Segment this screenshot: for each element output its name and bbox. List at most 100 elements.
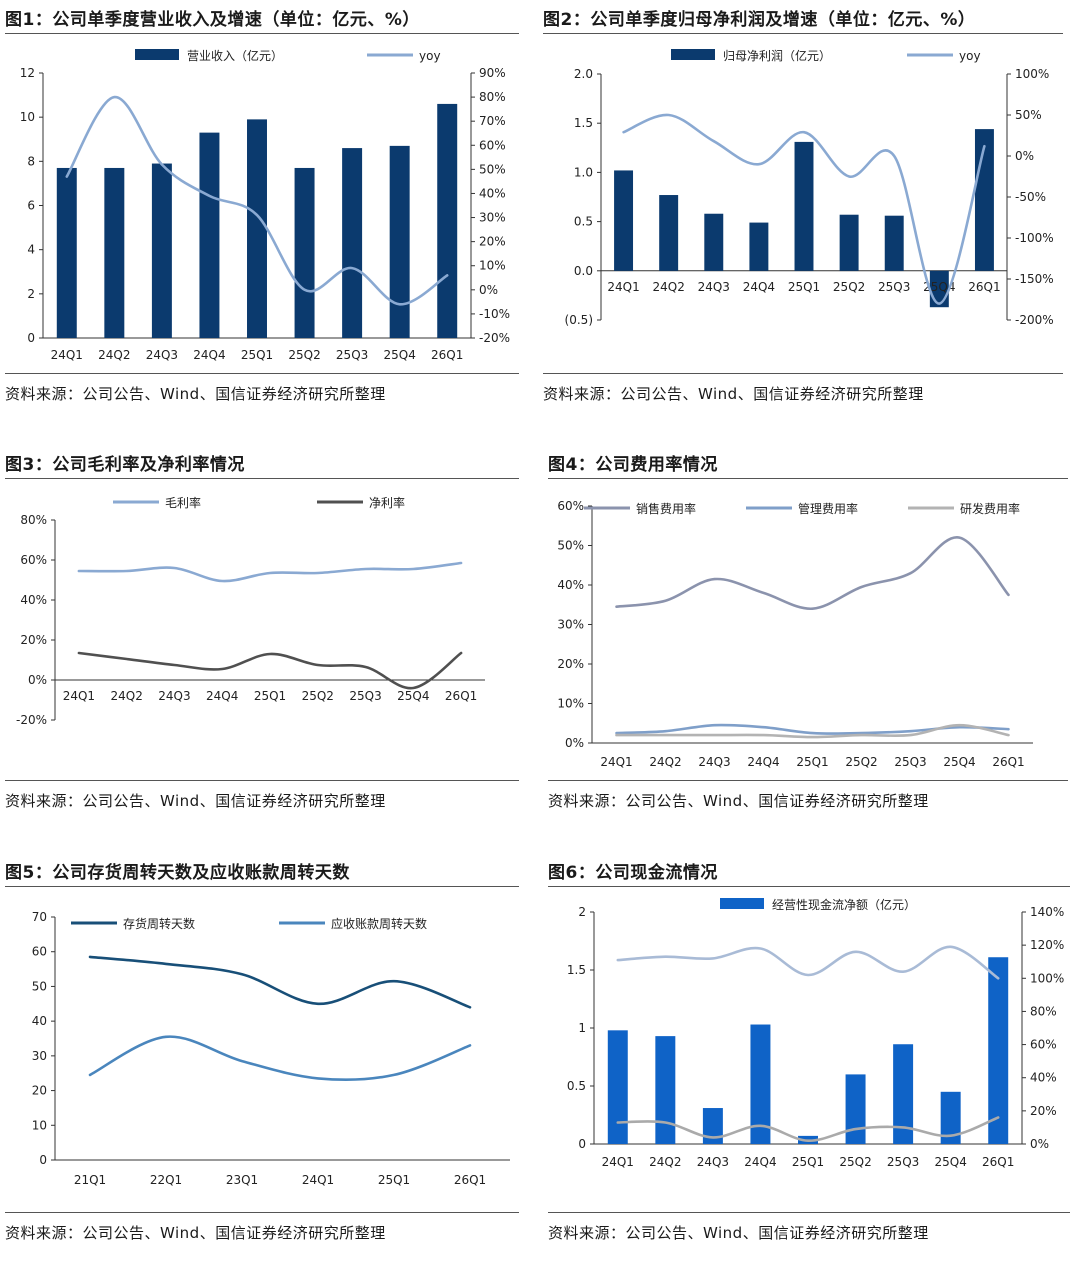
x-tick-label: 25Q1 [796, 755, 828, 769]
y-tick-label-right: 90% [479, 66, 506, 80]
bar [704, 213, 724, 271]
y-tick-label-right: -200% [1015, 313, 1054, 327]
panel-title: 图6：公司现金流情况 [548, 863, 718, 883]
y-tick-label-right: -50% [1015, 190, 1046, 204]
legend-label: 归母净利润（亿元） [723, 48, 831, 63]
bar [839, 214, 859, 271]
bar [104, 167, 125, 338]
source-divider [543, 373, 1063, 374]
legend-label: 净利率 [369, 495, 405, 510]
x-tick-label: 25Q2 [302, 689, 334, 703]
y-tick-label-left: 10% [557, 697, 584, 711]
series-line [88, 955, 472, 1009]
x-tick-label: 24Q4 [743, 280, 775, 294]
bar [151, 163, 172, 338]
legend-label: yoy [959, 49, 981, 63]
bar [749, 222, 769, 271]
series-line [616, 1116, 1000, 1143]
y-tick-label-right: 80% [1030, 1004, 1057, 1018]
bar [437, 103, 458, 338]
y-tick-label-left: 10 [32, 1118, 47, 1132]
bar [294, 167, 315, 338]
panel-net-profit: 图2：公司单季度归母净利润及增速（单位：亿元、%） (0.5) 0.0 0.5 1.0… [543, 5, 1063, 415]
turnover-days-chart: 0 10 20 30 40 50 60 70 21Q1 22Q1 23Q1 24Q1 25Q1 26Q1 存… [32, 910, 510, 1187]
x-tick-label: 24Q1 [600, 755, 632, 769]
y-tick-label-right: -100% [1015, 231, 1054, 245]
panel-title: 图1：公司单季度营业收入及增速（单位：亿元、%） [5, 10, 420, 30]
panel-cash-flow: 图6：公司现金流情况 0 0.5 1 1.5 2 0% 20% 40% 60% 80% 100% 12… [548, 858, 1070, 1258]
y-tick-label-left: 0.5 [574, 215, 593, 229]
margin-chart: -20% 0% 20% 40% 60% 80% 24Q1 24Q2 24Q3 24Q4 25Q1 25… [16, 495, 485, 727]
x-tick-label: 25Q2 [839, 1155, 871, 1169]
bar [750, 1024, 771, 1144]
y-tick-label-left: 0% [28, 673, 47, 687]
legend-swatch [671, 49, 715, 60]
y-tick-label-right: 30% [479, 211, 506, 225]
title-divider [5, 33, 519, 34]
bar [56, 167, 77, 338]
y-tick-label-left: 0 [39, 1153, 47, 1167]
y-tick-label-left: 2.0 [574, 67, 593, 81]
series-line [622, 113, 986, 305]
legend-label: 研发费用率 [960, 501, 1020, 516]
panel-title: 图2：公司单季度归母净利润及增速（单位：亿元、%） [543, 10, 976, 30]
bar [247, 119, 267, 338]
y-tick-label-left: 1.0 [574, 165, 593, 179]
source-note: 资料来源：公司公告、Wind、国信证券经济研究所整理 [5, 385, 386, 403]
y-tick-label-right: 50% [479, 162, 506, 176]
y-tick-label-right: 100% [1015, 67, 1049, 81]
y-tick-label-right: 0% [1015, 149, 1034, 163]
source-note: 资料来源：公司公告、Wind、国信证券经济研究所整理 [548, 792, 929, 810]
y-tick-label-left: (0.5) [565, 313, 593, 327]
x-tick-label: 25Q3 [336, 348, 368, 362]
y-tick-label-left: 20% [557, 657, 584, 671]
y-tick-label-left: 12 [20, 66, 35, 80]
panel-margins: 图3：公司毛利率及净利率情况 -20% 0% 20% 40% 60% 80% 24Q1 24Q… [5, 450, 521, 820]
y-tick-label-right: 80% [479, 90, 506, 104]
x-tick-label: 25Q1 [378, 1173, 410, 1187]
y-tick-label-right: 20% [1030, 1104, 1057, 1118]
panel-title: 图4：公司费用率情况 [548, 455, 718, 475]
y-tick-label-left: 1.5 [567, 963, 586, 977]
bar [702, 1108, 723, 1144]
y-tick-label-left: 40% [557, 578, 584, 592]
y-tick-label-left: 0% [565, 736, 584, 750]
y-tick-label-left: 50 [32, 979, 47, 993]
legend-swatch [135, 49, 179, 60]
series-line [615, 536, 1010, 611]
x-tick-label: 26Q1 [454, 1173, 486, 1187]
y-tick-label-right: -150% [1015, 272, 1054, 286]
panel-revenue: 图1：公司单季度营业收入及增速（单位：亿元、%） 0 2 4 6 8 10 12 -20% -1… [5, 5, 521, 415]
bar [659, 195, 679, 271]
x-tick-label: 26Q1 [445, 689, 477, 703]
y-tick-label-right: 20% [479, 235, 506, 249]
x-tick-label: 24Q2 [652, 280, 684, 294]
x-tick-label: 26Q1 [431, 348, 463, 362]
y-tick-label-right: -20% [479, 331, 510, 345]
source-note: 资料来源：公司公告、Wind、国信证券经济研究所整理 [5, 1224, 386, 1242]
x-tick-label: 25Q3 [894, 755, 926, 769]
source-note: 资料来源：公司公告、Wind、国信证券经济研究所整理 [548, 1224, 929, 1242]
x-tick-label: 24Q3 [158, 689, 190, 703]
series-line [615, 723, 1010, 739]
x-tick-label: 23Q1 [226, 1173, 258, 1187]
x-tick-label: 24Q1 [602, 1155, 634, 1169]
y-tick-label-left: 0 [27, 331, 35, 345]
x-tick-label: 24Q2 [649, 1155, 681, 1169]
legend-label: 应收账款周转天数 [331, 916, 427, 931]
x-tick-label: 24Q4 [744, 1155, 776, 1169]
x-tick-label: 25Q1 [792, 1155, 824, 1169]
bar [893, 1044, 914, 1144]
source-divider [5, 373, 519, 374]
x-tick-label: 24Q3 [698, 280, 730, 294]
legend-label: 存货周转天数 [123, 916, 195, 931]
y-tick-label-left: 2 [27, 287, 35, 301]
x-tick-label: 24Q1 [302, 1173, 334, 1187]
x-tick-label: 25Q3 [878, 280, 910, 294]
source-note: 资料来源：公司公告、Wind、国信证券经济研究所整理 [543, 385, 924, 403]
y-tick-label-left: 40% [20, 593, 47, 607]
x-tick-label: 24Q3 [697, 1155, 729, 1169]
series-line [616, 945, 1000, 980]
y-tick-label-left: 20% [20, 633, 47, 647]
title-divider [548, 478, 1068, 479]
